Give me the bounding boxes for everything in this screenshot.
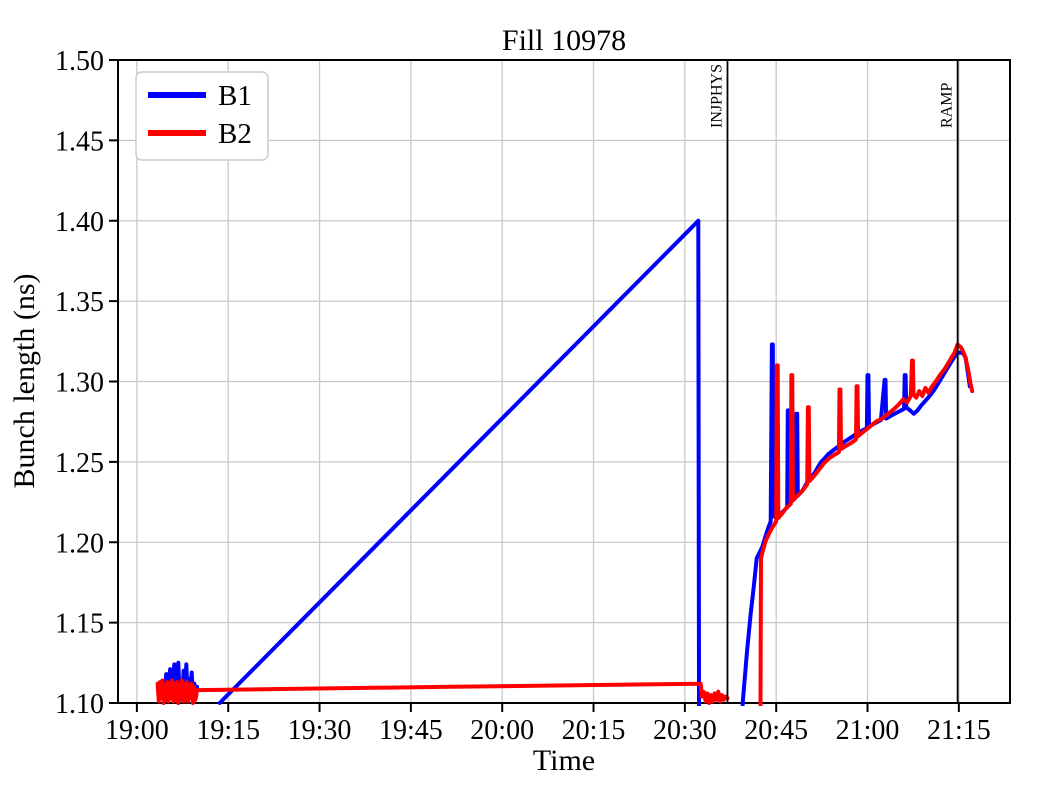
series-line-b2 <box>155 678 200 705</box>
y-axis-label: Bunch length (ns) <box>8 274 41 489</box>
y-tick-label: 1.20 <box>55 528 104 559</box>
data-series <box>155 218 975 706</box>
event-label-ramp: RAMP <box>939 83 956 128</box>
event-label-injphys: INJPHYS <box>709 64 726 128</box>
x-axis-label: Time <box>533 744 595 777</box>
x-tick-label: 20:15 <box>562 715 626 746</box>
y-tick-label: 1.25 <box>55 448 104 479</box>
x-tick-label: 20:30 <box>653 715 717 746</box>
x-tick-label: 21:00 <box>836 715 900 746</box>
y-tick-label: 1.50 <box>55 46 104 77</box>
y-tick-label: 1.15 <box>55 609 104 640</box>
y-tick-label: 1.45 <box>55 126 104 157</box>
x-tick-label: 19:45 <box>379 715 443 746</box>
series-line-b2 <box>758 342 975 706</box>
y-tick-label: 1.40 <box>55 207 104 238</box>
chart-title: Fill 10978 <box>502 24 626 57</box>
x-tick-label: 21:15 <box>927 715 991 746</box>
y-tick-label: 1.30 <box>55 368 104 399</box>
event-annotations: INJPHYS RAMP <box>709 60 959 703</box>
x-tick-label: 19:15 <box>196 715 260 746</box>
series-line-b1 <box>217 218 702 706</box>
x-tick-label: 19:00 <box>105 715 169 746</box>
legend-label-b2: B2 <box>218 118 252 150</box>
axes-spines-and-ticks: 19:00 19:15 19:30 19:45 20:00 20:15 20:30 20:45… <box>55 46 1011 746</box>
x-tick-label: 20:45 <box>744 715 808 746</box>
x-tick-label: 19:30 <box>288 715 352 746</box>
x-tick-label: 20:00 <box>470 715 534 746</box>
y-tick-label: 1.10 <box>55 689 104 720</box>
y-tick-label: 1.35 <box>55 287 104 318</box>
legend-label-b1: B1 <box>218 80 252 112</box>
series-line-b2 <box>195 681 730 705</box>
